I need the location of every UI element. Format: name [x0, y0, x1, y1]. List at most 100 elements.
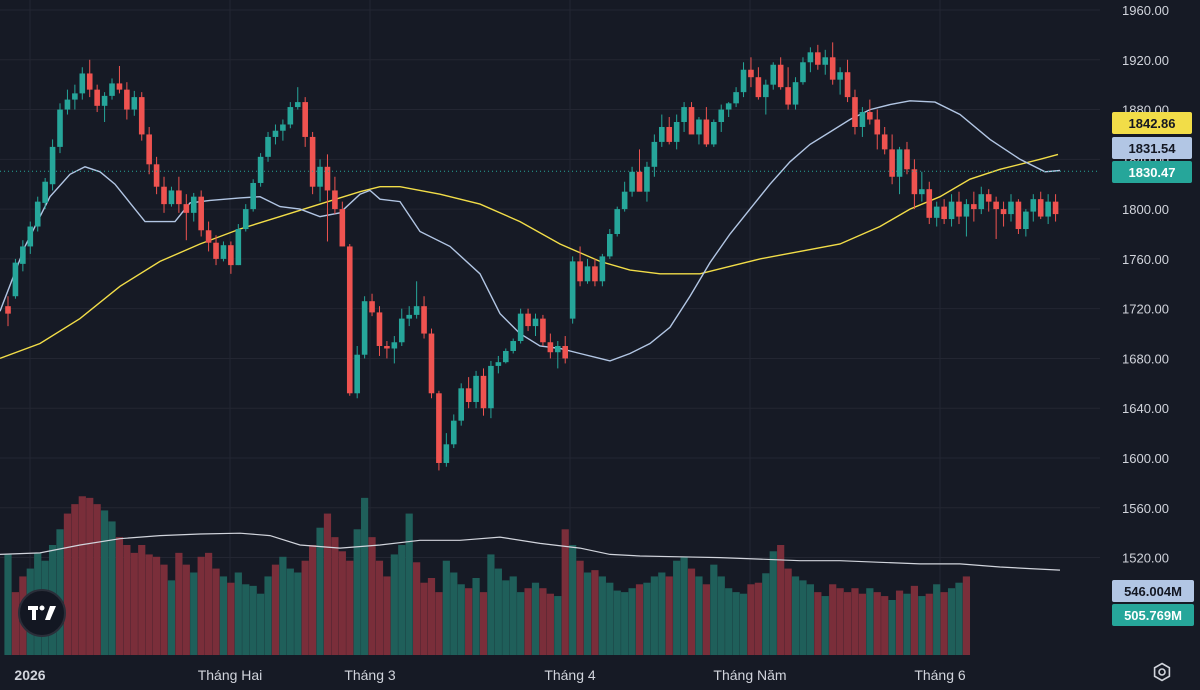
volume-bar: [747, 584, 755, 655]
volume-bar: [539, 588, 547, 655]
candle-body: [49, 146, 56, 185]
candle-body: [933, 206, 940, 218]
candle-body: [391, 342, 398, 349]
volume-bar: [598, 576, 606, 655]
volume-bar: [784, 568, 792, 655]
candle-body: [287, 107, 294, 125]
volume-bar: [858, 593, 867, 655]
volume-bar: [925, 593, 933, 655]
candle-body: [309, 136, 316, 187]
candle-body: [480, 375, 487, 409]
volume-bar: [338, 551, 346, 655]
candle-body: [941, 206, 947, 220]
volume-bar: [866, 588, 874, 655]
candle-body: [956, 201, 962, 217]
price-badge-text: 1831.54: [1129, 141, 1177, 156]
volume-bar: [420, 582, 428, 655]
candle-body: [488, 365, 494, 409]
price-tick-label: 1560.00: [1122, 501, 1169, 516]
volume-bar: [881, 596, 889, 655]
volume-bar: [331, 537, 339, 655]
volume-bar: [56, 529, 64, 655]
tv-logo-icon: [28, 605, 56, 620]
volume-bar: [390, 554, 398, 655]
volume-bar: [517, 592, 525, 655]
candle-body: [5, 306, 11, 314]
candle-body: [346, 246, 353, 394]
candle-body: [881, 134, 888, 150]
volume-bar: [93, 504, 101, 655]
candle-body: [688, 107, 695, 135]
volume-bar: [613, 590, 621, 655]
volume-bar: [962, 576, 971, 655]
volume-bar: [791, 576, 800, 655]
candle-body: [666, 126, 673, 142]
volume-bar: [695, 576, 703, 655]
candle-body: [770, 64, 777, 85]
candle-body: [376, 312, 383, 346]
candle-body: [896, 149, 903, 177]
time-axis-label: Tháng 3: [344, 667, 396, 683]
candle-body: [1030, 199, 1037, 212]
volume-bar: [286, 568, 294, 655]
candle-body: [161, 186, 167, 205]
volume-bar: [398, 545, 406, 655]
volume-badge: [1112, 580, 1194, 602]
candle-body: [510, 341, 517, 351]
volume-bar: [918, 596, 926, 655]
price-tick-label: 1720.00: [1122, 302, 1169, 317]
volume-bar: [554, 596, 562, 655]
candle-body: [1008, 201, 1014, 215]
volume-bar: [873, 592, 881, 655]
volume-bar: [524, 588, 532, 655]
candle-body: [339, 209, 346, 247]
volume-bar: [450, 572, 458, 655]
candle-body: [562, 346, 569, 359]
volume-bar: [895, 590, 904, 655]
candle-body: [718, 109, 725, 122]
candle-body: [272, 130, 279, 137]
price-tick-label: 1600.00: [1122, 451, 1169, 466]
candle-body: [465, 388, 472, 402]
candle-body: [220, 245, 227, 259]
candle-body: [763, 84, 769, 98]
candle-body: [79, 73, 86, 94]
settings-button[interactable]: [1150, 660, 1174, 684]
volume-bar: [227, 582, 235, 655]
candle-body: [785, 87, 791, 105]
volume-bar: [680, 556, 688, 655]
volume-bar: [947, 588, 956, 655]
candle-body: [948, 201, 955, 220]
candle-body: [190, 196, 197, 213]
candle-body: [124, 89, 130, 110]
volume-bar: [323, 513, 332, 655]
volume-bar: [777, 545, 785, 655]
candle-body: [703, 119, 710, 145]
candle-body: [844, 72, 851, 98]
candle-body: [725, 103, 732, 110]
volume-bar: [635, 584, 644, 655]
volume-bar: [234, 572, 242, 655]
volume-bar: [190, 572, 198, 655]
candle-body: [517, 313, 524, 342]
volume-ma-path: [0, 532, 1061, 571]
price-badge: [1112, 112, 1192, 134]
candle-body: [398, 318, 405, 343]
candle-body: [659, 126, 665, 142]
volume-bar: [279, 556, 287, 655]
volume-bar: [762, 573, 770, 655]
volume-bar: [405, 513, 413, 655]
price-badge-text: 1830.47: [1129, 165, 1176, 180]
time-axis[interactable]: 2026 Tháng Hai Tháng 3 Tháng 4 Tháng Năm Thán…: [14, 667, 965, 683]
volume-bar: [643, 582, 651, 655]
price-axis[interactable]: 1960.001920.001880.001840.001800.001760.…: [1122, 3, 1169, 566]
candle-body: [138, 97, 145, 135]
candle-body: [198, 196, 204, 231]
candle-body: [183, 204, 190, 213]
volume-bar: [257, 593, 265, 655]
volume-bar: [806, 584, 814, 655]
tradingview-logo[interactable]: [18, 589, 66, 637]
volume-bar: [353, 529, 361, 655]
